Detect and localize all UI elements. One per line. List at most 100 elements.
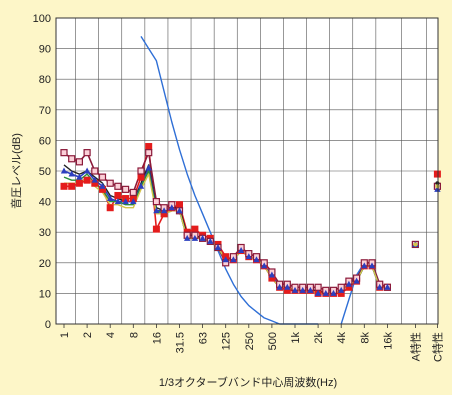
data-marker [137, 167, 145, 175]
data-marker [199, 234, 206, 241]
y-tick-label: 50 [39, 166, 51, 178]
x-tick-label: 8k [359, 332, 371, 344]
data-marker [237, 247, 245, 254]
data-marker [153, 207, 160, 214]
data-marker [137, 173, 145, 181]
x-tick-label: 8 [128, 332, 140, 338]
data-marker [284, 283, 291, 290]
x-tick-label: A特性 [408, 332, 422, 361]
data-marker [435, 184, 440, 189]
data-marker [83, 167, 91, 174]
x-tick-label: 4k [336, 332, 348, 344]
data-marker [433, 170, 441, 178]
data-marker [60, 182, 68, 190]
data-marker [68, 155, 76, 163]
y-tick-label: 0 [45, 319, 51, 331]
data-marker [160, 207, 168, 214]
data-marker [114, 191, 122, 199]
data-marker [83, 176, 91, 184]
data-marker [76, 173, 83, 180]
data-marker [75, 179, 83, 187]
data-marker [106, 204, 114, 212]
data-marker [345, 280, 353, 287]
data-marker [160, 210, 168, 218]
data-marker [214, 244, 222, 250]
data-marker [152, 198, 160, 206]
data-marker [99, 182, 106, 189]
y-tick-label: 20 [39, 258, 51, 270]
data-marker [168, 204, 175, 211]
data-marker [268, 271, 276, 278]
x-tick-label: 16k [382, 332, 394, 350]
data-marker [207, 237, 214, 244]
data-marker [68, 170, 75, 177]
markers-group [60, 143, 441, 297]
data-marker [184, 234, 191, 241]
data-marker [106, 179, 114, 187]
x-tick-label: 125 [221, 332, 233, 350]
data-marker [75, 158, 84, 166]
data-marker [245, 253, 252, 260]
y-tick-label: 80 [39, 74, 51, 86]
data-marker [145, 149, 153, 157]
data-marker [122, 198, 129, 205]
data-marker [413, 242, 418, 247]
data-marker [322, 289, 329, 296]
data-marker [434, 185, 441, 192]
data-marker [222, 256, 229, 263]
data-marker [337, 289, 345, 297]
data-marker [299, 286, 306, 293]
data-marker [130, 198, 137, 205]
x-tick-label: 4 [105, 332, 117, 338]
data-marker [276, 283, 283, 290]
data-marker [91, 176, 98, 183]
data-marker [83, 149, 91, 157]
x-tick-label: 250 [244, 332, 256, 350]
y-tick-label: 60 [39, 135, 51, 147]
data-marker [230, 256, 237, 263]
data-marker [68, 182, 76, 190]
data-marker [107, 195, 114, 202]
data-marker [384, 283, 391, 290]
data-marker [99, 185, 106, 193]
data-marker [114, 198, 122, 205]
data-marker [261, 262, 268, 269]
data-marker [291, 286, 299, 293]
series-line [340, 262, 365, 325]
data-marker [353, 277, 360, 284]
data-marker [91, 167, 99, 175]
y-tick-label: 100 [33, 13, 51, 25]
data-marker [307, 286, 314, 293]
data-marker [314, 283, 322, 291]
data-marker [152, 225, 160, 233]
data-marker [268, 274, 276, 282]
data-marker [176, 201, 183, 209]
y-tick-label: 70 [39, 105, 51, 117]
data-marker [145, 164, 152, 171]
x-tick-label: 2k [313, 332, 325, 344]
plot-border [55, 17, 439, 325]
data-marker [191, 234, 199, 241]
y-tick-labels: 0 10 20 30 40 50 60 70 80 90 100 [33, 13, 51, 331]
data-marker [176, 207, 183, 214]
y-tick-label: 30 [39, 227, 51, 239]
data-marker [145, 143, 153, 151]
y-tick-label: 10 [39, 288, 51, 300]
data-marker [137, 182, 145, 189]
x-tick-label: 63 [198, 332, 210, 344]
data-marker [361, 262, 368, 269]
data-marker [368, 262, 376, 269]
x-tick-label: C特性 [430, 332, 444, 362]
y-tick-label: 90 [39, 44, 51, 56]
data-marker [330, 289, 337, 296]
x-tick-label: 500 [267, 332, 279, 350]
data-marker [121, 185, 130, 193]
x-tick-labels: 1 2 4 8 16 31.5 63 125 250 500 1k 2k 4k 8k 16k A特性 C特性 [59, 324, 444, 362]
y-axis-label: 音圧レベル(dB) [9, 133, 23, 209]
data-marker [191, 225, 199, 233]
data-marker [345, 283, 353, 291]
data-marker [98, 173, 107, 181]
data-marker [60, 167, 68, 174]
x-tick-label: 1 [59, 332, 71, 338]
